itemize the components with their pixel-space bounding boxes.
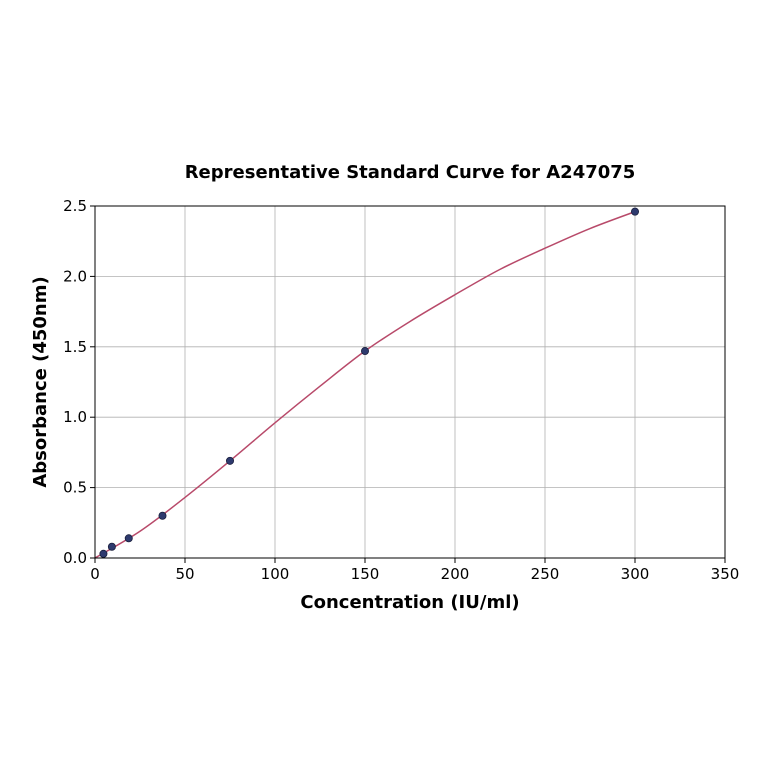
y-tick-label: 1.5 xyxy=(63,338,87,356)
y-tick-label: 2.0 xyxy=(63,267,87,285)
x-tick-label: 250 xyxy=(531,565,560,583)
data-point xyxy=(107,542,116,551)
y-tick-label: 2.5 xyxy=(63,197,87,215)
chart-title: Representative Standard Curve for A24707… xyxy=(185,162,636,183)
x-tick-label: 0 xyxy=(90,565,100,583)
data-point xyxy=(158,511,167,520)
x-tick-label: 300 xyxy=(621,565,650,583)
x-axis-label: Concentration (IU/ml) xyxy=(300,592,519,613)
y-tick-label: 0.0 xyxy=(63,549,87,567)
x-tick-label: 200 xyxy=(441,565,470,583)
ticks-layer: 0 50 100 150 200 250 300 350 0.0 0.5 1.0 1.5 2.0 2.5 xyxy=(63,197,739,583)
data-point xyxy=(360,347,369,356)
x-tick-label: 50 xyxy=(175,565,194,583)
x-tick-label: 350 xyxy=(711,565,740,583)
y-tick-label: 1.0 xyxy=(63,408,87,426)
data-point xyxy=(124,534,133,543)
data-point xyxy=(225,456,234,465)
x-tick-label: 100 xyxy=(261,565,290,583)
y-axis-label: Absorbance (450nm) xyxy=(30,276,51,487)
data-point xyxy=(631,207,640,216)
grid-layer xyxy=(94,205,726,559)
y-tick-label: 0.5 xyxy=(63,479,87,497)
data-points-layer xyxy=(99,207,640,558)
data-point xyxy=(99,549,108,558)
plot-frame xyxy=(94,205,726,559)
x-tick-label: 150 xyxy=(351,565,380,583)
